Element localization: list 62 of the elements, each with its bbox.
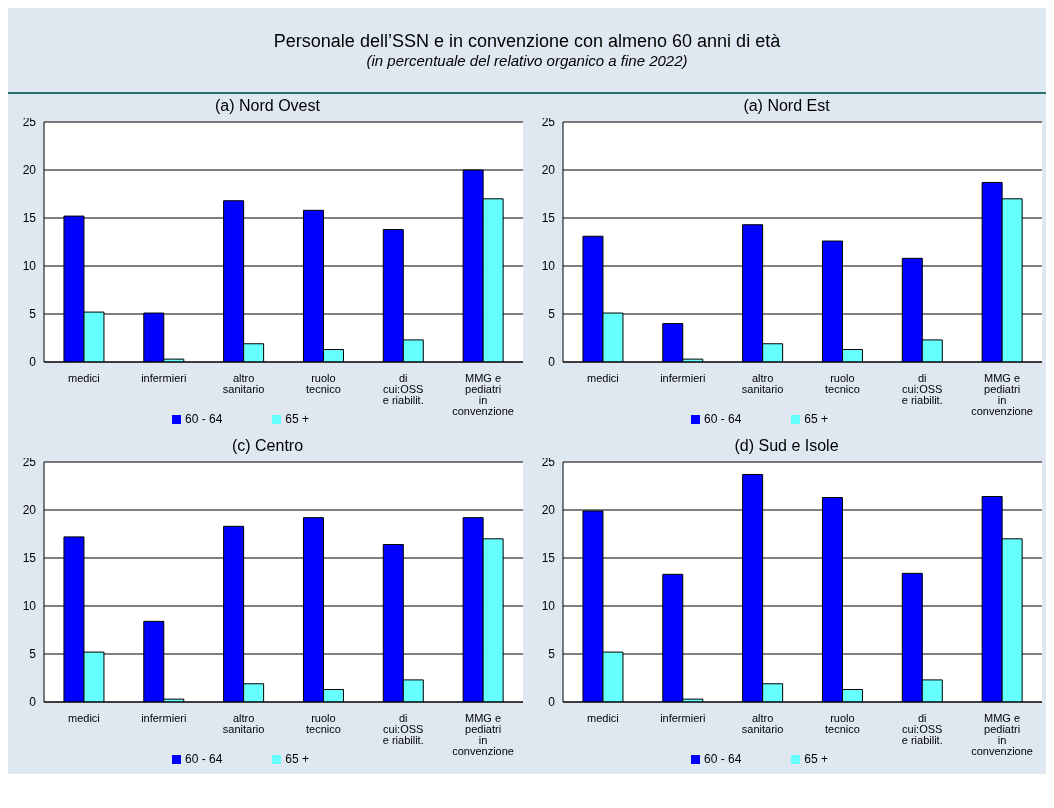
y-tick-label: 5: [548, 647, 556, 662]
legend-label: 60 - 64: [184, 752, 223, 766]
y-tick-label: 0: [548, 695, 556, 710]
y-tick-label: 0: [29, 355, 37, 370]
text: (in percentuale del relativo organico a fine 2022): [366, 52, 688, 69]
legend-label: 60 - 64: [184, 412, 223, 426]
y-tick-label: 0: [29, 695, 37, 710]
legend-label: 60 - 64: [703, 752, 742, 766]
x-tick-label: MMG e pediatri in convenzione: [971, 371, 1033, 417]
y-tick-label: 20: [541, 163, 556, 178]
x-tick-label: infermieri: [141, 711, 187, 724]
x-tick-label: altro sanitario: [222, 371, 265, 395]
x-tick-label: ruolo tecnico: [305, 371, 341, 395]
chart-title: (a) Nord Est: [743, 97, 830, 114]
x-tick-label: altro sanitario: [741, 711, 784, 735]
x-tick-label: medici: [587, 371, 619, 384]
x-tick-label: di cui:OSS e riabilit.: [901, 711, 943, 746]
y-tick-label: 10: [22, 259, 37, 274]
x-tick-label: ruolo tecnico: [824, 371, 860, 395]
legend-label: 60 - 64: [703, 412, 742, 426]
y-tick-label: 10: [541, 599, 556, 614]
x-tick-label: infermieri: [660, 371, 706, 384]
legend-label: 65 +: [804, 752, 829, 766]
legend-label: 65 +: [285, 752, 310, 766]
chart-title: (c) Centro: [231, 437, 304, 454]
y-tick-label: 25: [541, 115, 556, 130]
x-tick-label: medici: [587, 711, 619, 724]
y-tick-label: 0: [548, 355, 556, 370]
x-tick-label: di cui:OSS e riabilit.: [901, 371, 943, 406]
y-tick-label: 25: [541, 455, 556, 470]
y-tick-label: 15: [22, 551, 37, 566]
x-tick-label: infermieri: [141, 371, 187, 384]
y-tick-label: 20: [22, 503, 37, 518]
y-tick-label: 5: [29, 647, 37, 662]
chart-title: (a) Nord Ovest: [215, 97, 320, 114]
x-tick-label: MMG e pediatri in convenzione: [452, 711, 514, 757]
y-tick-label: 15: [22, 211, 37, 226]
x-tick-label: altro sanitario: [222, 711, 265, 735]
x-tick-label: ruolo tecnico: [305, 711, 341, 735]
y-tick-label: 25: [22, 455, 37, 470]
y-tick-label: 15: [541, 551, 556, 566]
legend-label: 65 +: [804, 412, 829, 426]
y-tick-label: 5: [29, 307, 37, 322]
legend-label: 65 +: [285, 412, 310, 426]
y-tick-label: 20: [541, 503, 556, 518]
y-tick-label: 25: [22, 115, 37, 130]
x-tick-label: ruolo tecnico: [824, 711, 860, 735]
x-tick-label: MMG e pediatri in convenzione: [971, 711, 1033, 757]
y-tick-label: 10: [541, 259, 556, 274]
x-tick-label: medici: [68, 371, 100, 384]
y-tick-label: 10: [22, 599, 37, 614]
x-tick-label: di cui:OSS e riabilit.: [382, 711, 424, 746]
x-tick-label: altro sanitario: [741, 371, 784, 395]
x-tick-label: di cui:OSS e riabilit.: [382, 371, 424, 406]
x-tick-label: medici: [68, 711, 100, 724]
x-tick-label: MMG e pediatri in convenzione: [452, 371, 514, 417]
x-tick-label: infermieri: [660, 711, 706, 724]
y-tick-label: 5: [548, 307, 556, 322]
chart-title: (d) Sud e Isole: [734, 437, 839, 454]
y-tick-label: 20: [22, 163, 37, 178]
y-tick-label: 15: [541, 211, 556, 226]
text: Personale dell’SSN e in convenzione con almeno 60 anni di età: [273, 31, 781, 52]
